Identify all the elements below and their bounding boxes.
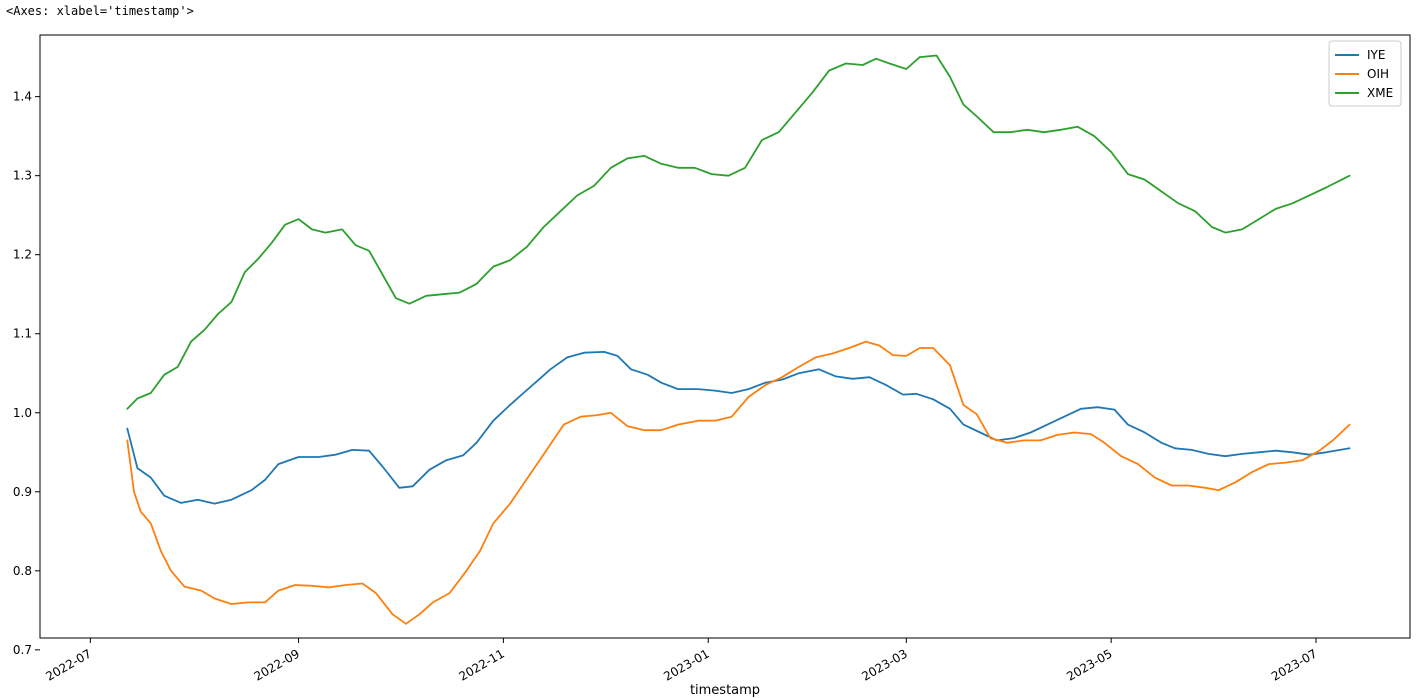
y-axis: 0.7 0.8 0.9 1.0 1.1 1.2 1.3 1.4 xyxy=(13,90,40,657)
series-line-iye xyxy=(126,351,1351,505)
y-tick-label: 1.1 xyxy=(13,327,32,341)
y-tick-label: 0.9 xyxy=(13,485,32,499)
y-tick-label: 0.7 xyxy=(13,643,32,657)
legend-label-xme: XME xyxy=(1367,86,1393,100)
series-line-xme xyxy=(126,54,1351,410)
legend: IYE OIH XME xyxy=(1328,40,1402,107)
y-tick-label: 1.4 xyxy=(13,90,32,104)
x-tick-label: 2023-05 xyxy=(1064,646,1114,683)
y-tick-label: 1.2 xyxy=(13,248,32,262)
x-tick-label: 2022-07 xyxy=(43,646,93,683)
y-tick-label: 1.3 xyxy=(13,169,32,183)
x-axis: 2022-07 2022-09 2022-11 2023-01 2023-03 2023-… xyxy=(43,638,1319,684)
x-tick-label: 2023-03 xyxy=(859,646,909,683)
x-tick-label: 2022-09 xyxy=(252,646,302,683)
axes-repr-text: <Axes: xlabel='timestamp'> xyxy=(6,4,194,18)
axes-frame xyxy=(39,34,1411,639)
x-tick-label: 2023-01 xyxy=(661,646,711,683)
y-tick-label: 1.0 xyxy=(13,406,32,420)
series-layer xyxy=(126,54,1351,625)
x-tick-label: 2023-07 xyxy=(1269,646,1319,683)
legend-label-iye: IYE xyxy=(1367,48,1385,62)
series-line-oih xyxy=(126,340,1351,625)
x-tick-label: 2022-11 xyxy=(456,646,506,683)
x-axis-label: timestamp xyxy=(690,683,760,698)
y-tick-label: 0.8 xyxy=(13,564,32,578)
legend-box xyxy=(1328,40,1402,107)
legend-label-oih: OIH xyxy=(1367,67,1389,81)
